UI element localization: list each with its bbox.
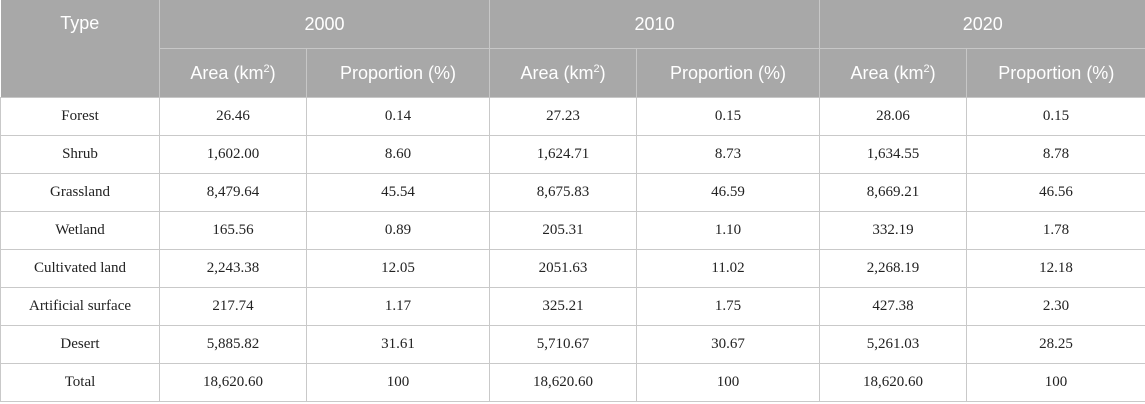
table-row: Shrub 1,602.00 8.60 1,624.71 8.73 1,634.… [0, 135, 1145, 174]
row-type: Total [0, 363, 160, 402]
area-2010-cell: 27.23 [489, 97, 638, 136]
area-2010-cell: 2051.63 [489, 249, 638, 288]
proportion-header: Proportion (%) [636, 48, 821, 98]
proportion-2020-cell: 2.30 [966, 287, 1145, 326]
proportion-2000-cell: 45.54 [306, 173, 491, 212]
proportion-2000-cell: 1.17 [306, 287, 491, 326]
proportion-2000-cell: 12.05 [306, 249, 491, 288]
proportion-2010-cell: 0.15 [636, 97, 821, 136]
area-2020-cell: 332.19 [819, 211, 968, 250]
area-label-suffix: ) [599, 62, 606, 83]
area-2000-cell: 5,885.82 [159, 325, 307, 364]
area-label-text: Area (km [190, 62, 264, 83]
area-header: Area (km2) [489, 48, 638, 98]
proportion-2010-cell: 46.59 [636, 173, 821, 212]
area-2000-cell: 217.74 [159, 287, 307, 326]
area-2010-cell: 325.21 [489, 287, 638, 326]
area-label-text: Area (km [850, 62, 924, 83]
proportion-2000-cell: 8.60 [306, 135, 491, 174]
area-2000-cell: 26.46 [159, 97, 307, 136]
area-2020-cell: 427.38 [819, 287, 968, 326]
proportion-2010-cell: 30.67 [636, 325, 821, 364]
table-body: Forest 26.46 0.14 27.23 0.15 28.06 0.15 … [0, 97, 1145, 402]
area-2020-cell: 28.06 [819, 97, 968, 136]
area-2010-cell: 1,624.71 [489, 135, 638, 174]
area-2020-cell: 2,268.19 [819, 249, 968, 288]
year-header-2010: 2010 [489, 0, 821, 49]
row-type: Shrub [0, 135, 160, 174]
proportion-header: Proportion (%) [966, 48, 1145, 98]
row-type: Forest [0, 97, 160, 136]
area-label-sup: 2 [263, 62, 270, 75]
area-2000-cell: 2,243.38 [159, 249, 307, 288]
area-2010-cell: 8,675.83 [489, 173, 638, 212]
table-header: Type 2000 2010 2020 Area (km2) Proportio… [0, 0, 1145, 98]
area-header: Area (km2) [819, 48, 968, 98]
area-2000-cell: 18,620.60 [159, 363, 307, 402]
proportion-2010-cell: 1.75 [636, 287, 821, 326]
area-2010-cell: 5,710.67 [489, 325, 638, 364]
table-row: Cultivated land 2,243.38 12.05 2051.63 1… [0, 249, 1145, 288]
area-2010-cell: 18,620.60 [489, 363, 638, 402]
row-type: Cultivated land [0, 249, 160, 288]
area-header: Area (km2) [159, 48, 307, 98]
table-row: Grassland 8,479.64 45.54 8,675.83 46.59 … [0, 173, 1145, 212]
area-2020-cell: 5,261.03 [819, 325, 968, 364]
table-row-total: Total 18,620.60 100 18,620.60 100 18,620… [0, 363, 1145, 402]
proportion-2010-cell: 100 [636, 363, 821, 402]
area-2010-cell: 205.31 [489, 211, 638, 250]
proportion-2010-cell: 8.73 [636, 135, 821, 174]
proportion-2010-cell: 1.10 [636, 211, 821, 250]
year-header-2020: 2020 [819, 0, 1145, 49]
area-label-text: Area (km [520, 62, 594, 83]
area-label-sup: 2 [923, 62, 930, 75]
proportion-2020-cell: 12.18 [966, 249, 1145, 288]
row-type: Wetland [0, 211, 160, 250]
proportion-header: Proportion (%) [306, 48, 491, 98]
row-type: Grassland [0, 173, 160, 212]
area-label-suffix: ) [269, 62, 276, 83]
area-2000-cell: 8,479.64 [159, 173, 307, 212]
proportion-2000-cell: 0.89 [306, 211, 491, 250]
area-2020-cell: 8,669.21 [819, 173, 968, 212]
area-2020-cell: 18,620.60 [819, 363, 968, 402]
area-2000-cell: 165.56 [159, 211, 307, 250]
area-label-sup: 2 [593, 62, 600, 75]
table-row: Wetland 165.56 0.89 205.31 1.10 332.19 1… [0, 211, 1145, 250]
year-header-2000: 2000 [159, 0, 491, 49]
area-2000-cell: 1,602.00 [159, 135, 307, 174]
area-label-suffix: ) [929, 62, 936, 83]
proportion-2000-cell: 0.14 [306, 97, 491, 136]
table-row: Artificial surface 217.74 1.17 325.21 1.… [0, 287, 1145, 326]
row-type: Desert [0, 325, 160, 364]
proportion-2020-cell: 8.78 [966, 135, 1145, 174]
proportion-2020-cell: 100 [966, 363, 1145, 402]
row-type: Artificial surface [0, 287, 160, 326]
area-2020-cell: 1,634.55 [819, 135, 968, 174]
table-row: Forest 26.46 0.14 27.23 0.15 28.06 0.15 [0, 97, 1145, 136]
proportion-2000-cell: 31.61 [306, 325, 491, 364]
proportion-2020-cell: 0.15 [966, 97, 1145, 136]
proportion-2010-cell: 11.02 [636, 249, 821, 288]
proportion-2020-cell: 1.78 [966, 211, 1145, 250]
proportion-2020-cell: 46.56 [966, 173, 1145, 212]
proportion-2020-cell: 28.25 [966, 325, 1145, 364]
table-row: Desert 5,885.82 31.61 5,710.67 30.67 5,2… [0, 325, 1145, 364]
type-column-header: Type [0, 0, 160, 98]
proportion-2000-cell: 100 [306, 363, 491, 402]
